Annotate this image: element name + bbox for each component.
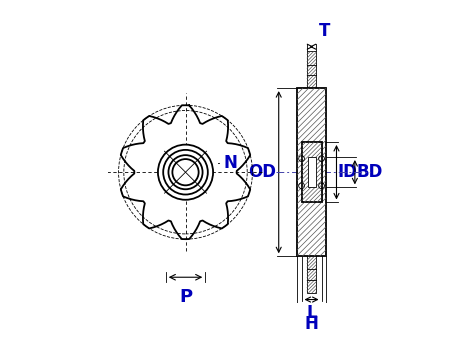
Circle shape [169,155,203,189]
Text: N: N [224,154,237,172]
Bar [308,157,316,187]
Polygon shape [121,105,250,239]
Bar [302,142,321,203]
Circle shape [172,159,198,186]
Text: T: T [319,22,330,40]
Text: OD: OD [248,163,276,181]
Text: BD: BD [356,163,382,181]
Text: P: P [179,288,192,306]
Bar [307,51,316,142]
Bar [297,88,326,256]
Text: L: L [306,304,317,322]
Text: H: H [304,315,318,333]
Text: ID: ID [338,163,358,181]
Bar [307,203,316,293]
Circle shape [158,145,213,200]
Circle shape [163,150,208,194]
